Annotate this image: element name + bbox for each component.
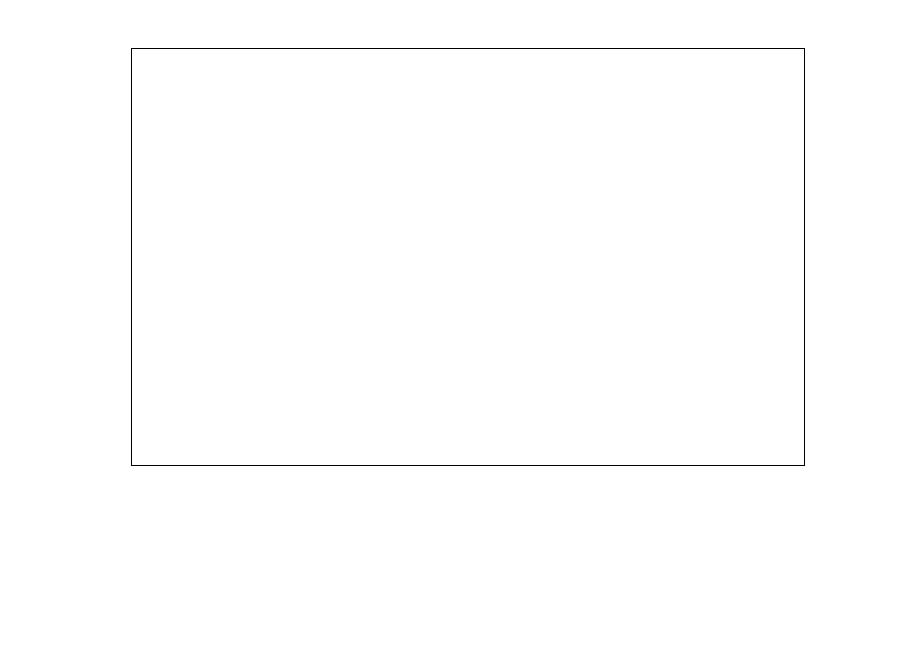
spectrum-canvas [132, 49, 804, 465]
plot-frame [131, 48, 805, 466]
